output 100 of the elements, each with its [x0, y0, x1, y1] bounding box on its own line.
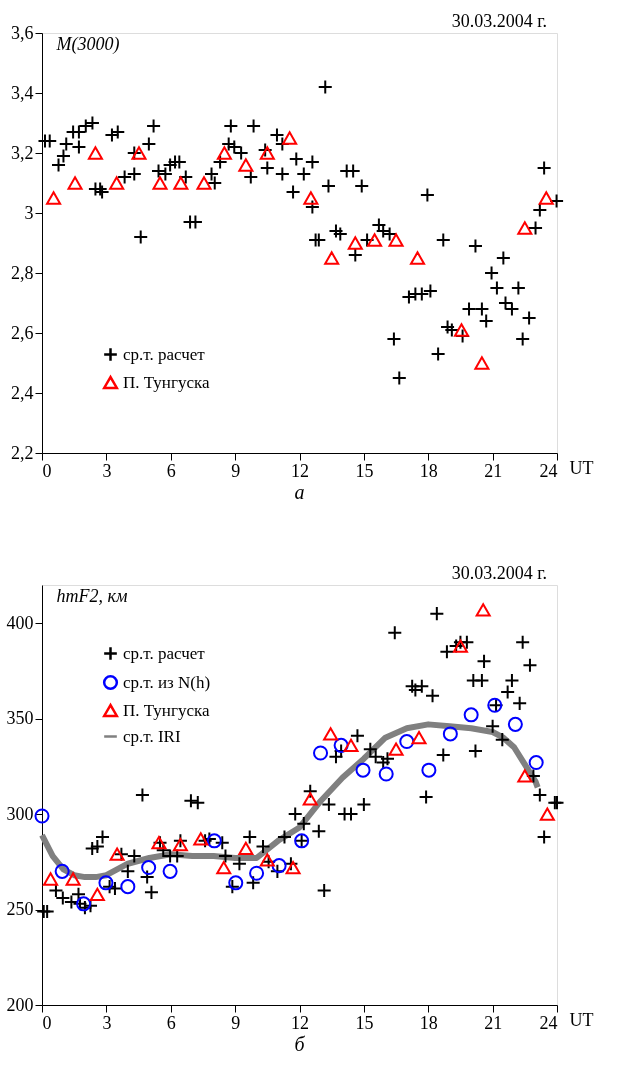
legend-label: П. Тунгуска	[123, 372, 210, 392]
point	[303, 191, 319, 205]
x-tick-label: 3	[102, 460, 112, 481]
y-axis-title: M(3000)	[55, 33, 120, 55]
x-tick-label: 15	[355, 460, 374, 481]
point	[98, 875, 114, 891]
point	[109, 176, 125, 190]
point	[285, 860, 301, 875]
y-tick-label: 3,6	[11, 22, 34, 43]
legend-label: ср.т. расчет	[123, 643, 206, 663]
y-tick-label: 350	[6, 708, 34, 729]
y-tick-label: 200	[6, 994, 34, 1015]
x-tick-label: 0	[42, 460, 52, 481]
point	[65, 872, 81, 886]
point	[196, 176, 212, 190]
y-tick-label: 3,2	[11, 142, 34, 163]
point	[421, 762, 437, 778]
point	[206, 833, 222, 849]
point	[141, 860, 157, 876]
point	[172, 837, 188, 852]
point	[367, 233, 383, 247]
x-tick-label: 21	[484, 1012, 503, 1033]
x-tick-label: 15	[355, 1012, 374, 1033]
point	[442, 726, 458, 742]
x-tick-label: 12	[291, 460, 309, 481]
legend-label: ср.т. IRI	[123, 726, 181, 746]
x-tick-label: 24	[539, 460, 558, 481]
point	[474, 356, 490, 370]
x-tick-label: 9	[231, 460, 241, 481]
point	[528, 755, 544, 771]
point	[173, 176, 189, 190]
point	[517, 221, 533, 235]
point	[109, 847, 125, 861]
point	[282, 131, 298, 145]
point	[538, 191, 554, 205]
text: 30.03.2004 г.	[451, 563, 547, 583]
y-tick-label: 3,4	[11, 82, 34, 103]
y-axis-title: hmF2, км	[56, 585, 128, 606]
point	[54, 863, 70, 879]
point	[453, 323, 470, 337]
point	[238, 158, 254, 172]
x-tick-label: 0	[42, 1012, 52, 1033]
legend-label: ср.т. из N(h)	[123, 672, 211, 692]
point	[87, 146, 103, 160]
x-tick-label: 9	[231, 1012, 241, 1033]
point	[216, 860, 232, 875]
point	[517, 769, 533, 783]
point	[333, 737, 349, 753]
y-tick-label: 2,8	[11, 262, 34, 283]
point	[43, 872, 59, 886]
point	[388, 233, 404, 247]
point	[355, 762, 371, 778]
point	[399, 734, 415, 750]
x-tick-label: 18	[419, 460, 438, 481]
y-tick-label: 2,6	[11, 322, 34, 343]
point	[259, 146, 275, 160]
point	[302, 792, 318, 806]
point	[193, 832, 209, 846]
point	[67, 176, 83, 190]
x-axis-title: UT	[569, 457, 594, 478]
x-tick-label: 12	[291, 1012, 309, 1033]
y-tick-label: 2,4	[11, 382, 34, 403]
point	[410, 251, 426, 265]
point	[323, 727, 339, 741]
x-tick-label: 3	[102, 1012, 112, 1033]
point	[378, 766, 394, 782]
x-tick-label: 6	[166, 1012, 176, 1033]
y-tick-label: 300	[6, 803, 34, 824]
y-tick-label: 400	[6, 612, 34, 633]
point	[324, 251, 340, 265]
point	[152, 176, 168, 190]
point	[313, 745, 329, 761]
point	[120, 879, 136, 895]
text: б	[294, 1033, 306, 1055]
text: а	[294, 481, 305, 503]
point	[452, 639, 468, 653]
text: 30.03.2004 г.	[451, 11, 547, 31]
y-tick-label: 3	[24, 202, 34, 223]
point	[131, 146, 147, 160]
x-axis-title: UT	[569, 1009, 594, 1030]
legend-label: ср.т. расчет	[123, 344, 206, 364]
x-tick-label: 18	[419, 1012, 438, 1033]
point	[249, 865, 265, 881]
point	[475, 603, 491, 617]
point	[162, 863, 178, 879]
point	[347, 236, 363, 250]
point	[46, 191, 62, 205]
point	[76, 896, 92, 912]
point	[271, 858, 287, 874]
point	[238, 841, 254, 856]
x-tick-label: 24	[539, 1012, 558, 1033]
x-tick-label: 21	[484, 460, 503, 481]
y-tick-label: 2,2	[11, 442, 34, 463]
point	[216, 146, 232, 160]
point	[89, 887, 105, 901]
x-tick-label: 6	[166, 460, 176, 481]
point	[539, 807, 555, 821]
y-tick-label: 250	[6, 899, 34, 920]
point	[411, 731, 427, 745]
point	[463, 707, 479, 723]
